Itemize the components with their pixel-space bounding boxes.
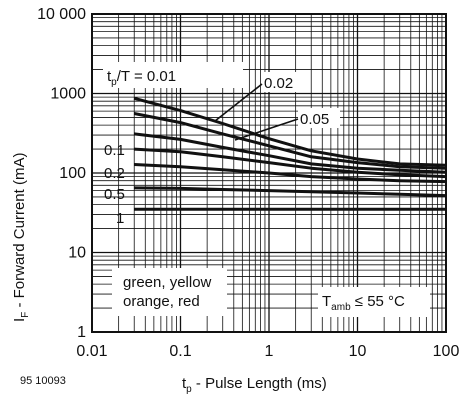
leader-002 — [214, 83, 263, 122]
x-tick-label: 0.01 — [76, 343, 107, 360]
temp-label-bg — [318, 287, 430, 317]
label-1: 1 — [116, 210, 124, 227]
y-tick-label: 10 — [68, 245, 86, 262]
label-002-bg — [262, 72, 302, 92]
temp-label: Tamb ≤ 55 °C — [322, 293, 405, 313]
label-02: 0.2 — [104, 165, 125, 182]
y-tick-label: 100 — [59, 165, 86, 182]
duty-label-bg — [103, 62, 243, 88]
y-tick-label: 1000 — [50, 86, 86, 103]
y-tick-label: 1 — [77, 324, 86, 341]
x-tick-labels: 0.01 0.1 1 10 100 — [76, 343, 459, 360]
series-line-3 — [134, 147, 447, 179]
label-01: 0.1 — [104, 142, 125, 159]
leader-005 — [234, 118, 299, 141]
figure-id: 95 10093 — [20, 375, 66, 387]
y-axis-title: IF - Forward Current (mA) — [11, 153, 31, 322]
y-tick-label: 10 000 — [37, 6, 86, 23]
duty-label: tp/T = 0.01 — [107, 68, 176, 88]
series-group — [133, 96, 447, 211]
label-005-bg — [298, 108, 340, 128]
series-line-5 — [134, 186, 447, 198]
colors-line1: green, yellow — [123, 274, 212, 291]
x-tick-label: 100 — [433, 343, 460, 360]
x-tick-label: 10 — [349, 343, 367, 360]
colors-label-bg — [112, 268, 227, 316]
series-line-0 — [133, 96, 447, 167]
plot-frame — [91, 13, 447, 333]
series-line-4 — [134, 163, 447, 184]
label-002: 0.02 — [264, 75, 293, 92]
label-005: 0.05 — [300, 111, 329, 128]
x-tick-label: 0.1 — [169, 343, 191, 360]
x-axis-title: tp - Pulse Length (ms) — [182, 375, 327, 395]
label-05: 0.5 — [104, 186, 125, 203]
colors-line2: orange, red — [123, 293, 200, 310]
x-tick-label: 1 — [265, 343, 274, 360]
y-tick-labels: 1 10 100 1000 10 000 — [37, 6, 86, 341]
series-line-2 — [134, 132, 447, 174]
series-line-1 — [133, 112, 447, 170]
